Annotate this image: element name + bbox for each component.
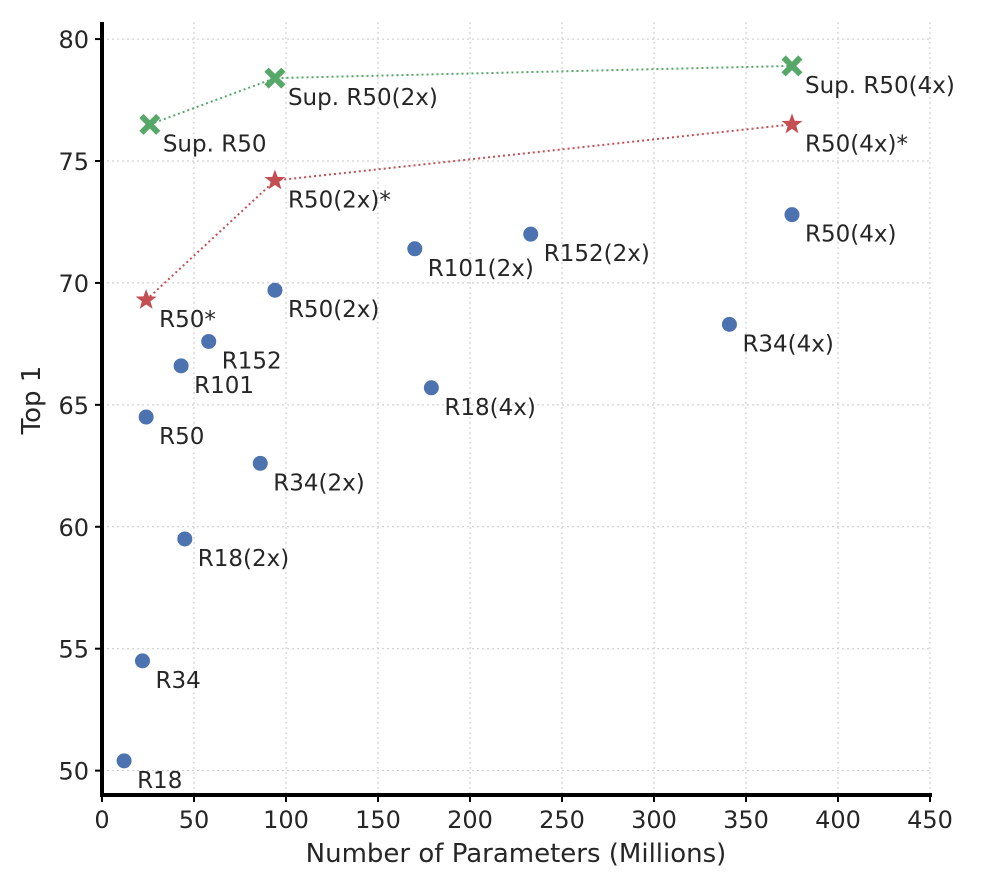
x-tick-label: 350 — [723, 806, 769, 834]
data-point-star — [135, 288, 157, 309]
data-point — [134, 653, 150, 669]
data-point — [201, 333, 217, 349]
point-label: Sup. R50(2x) — [288, 85, 438, 111]
point-label: R50* — [159, 307, 216, 333]
data-point — [407, 241, 423, 257]
y-tick-label: 50 — [58, 758, 89, 786]
point-label: R34(4x) — [742, 331, 833, 357]
point-label: R152 — [222, 348, 282, 374]
point-label: R50(4x) — [805, 222, 896, 248]
point-label: R50(4x)* — [805, 131, 908, 157]
point-label: Sup. R50 — [163, 131, 267, 157]
point-label: R18 — [137, 768, 182, 794]
axes — [100, 22, 932, 797]
series-line — [149, 64, 793, 126]
point-label: R152(2x) — [544, 241, 650, 267]
point-label: R101(2x) — [428, 256, 534, 282]
data-point — [267, 282, 283, 298]
data-point — [138, 409, 154, 425]
x-tick-label: 150 — [355, 806, 401, 834]
data-point — [116, 753, 132, 769]
x-tick-label: 300 — [631, 806, 677, 834]
point-label: R50(2x)* — [288, 188, 391, 214]
point-label: R18(2x) — [198, 546, 289, 572]
y-tick-label: 75 — [58, 148, 89, 176]
point-label: R101 — [194, 373, 254, 399]
x-tick-label: 250 — [539, 806, 585, 834]
ticks: 0 50 100 150 200 250 300 350 400 4505055606570758… — [58, 26, 952, 834]
data-point-x — [264, 67, 286, 89]
series-star: R50* R50(2x)* R50(4x)* — [135, 113, 908, 333]
point-label: R50(2x) — [288, 297, 379, 323]
point-label: R18(4x) — [444, 395, 535, 421]
data-point — [721, 316, 737, 332]
data-point-star — [781, 113, 803, 134]
x-tick-label: 200 — [447, 806, 493, 834]
x-tick-label: 50 — [179, 806, 210, 834]
x-axis-label: Number of Parameters (Millions) — [306, 839, 727, 869]
y-axis-label: Top 1 — [17, 366, 47, 436]
point-label: Sup. R50(4x) — [805, 73, 955, 99]
x-tick-label: 0 — [94, 806, 109, 834]
point-label: R34(2x) — [273, 470, 364, 496]
y-tick-label: 70 — [58, 270, 89, 298]
data-point — [784, 207, 800, 223]
x-tick-label: 450 — [907, 806, 953, 834]
y-tick-label: 65 — [58, 392, 89, 420]
data-point — [177, 531, 193, 547]
y-tick-label: 80 — [58, 26, 89, 54]
data-point-star — [264, 169, 286, 190]
point-label: R50 — [159, 424, 204, 450]
y-tick-label: 55 — [58, 636, 89, 664]
data-point — [523, 226, 539, 242]
data-point — [423, 380, 439, 396]
data-point-x — [139, 113, 161, 135]
x-tick-label: 100 — [263, 806, 309, 834]
grid — [102, 22, 931, 795]
y-tick-label: 60 — [58, 514, 89, 542]
data-point-x — [781, 55, 803, 77]
point-label: R34 — [155, 668, 200, 694]
series-x: Sup. R50 Sup. R50(2x) Sup. R50(4x) — [139, 55, 955, 157]
data-point — [252, 455, 268, 471]
data-point — [173, 358, 189, 374]
x-tick-label: 400 — [815, 806, 861, 834]
